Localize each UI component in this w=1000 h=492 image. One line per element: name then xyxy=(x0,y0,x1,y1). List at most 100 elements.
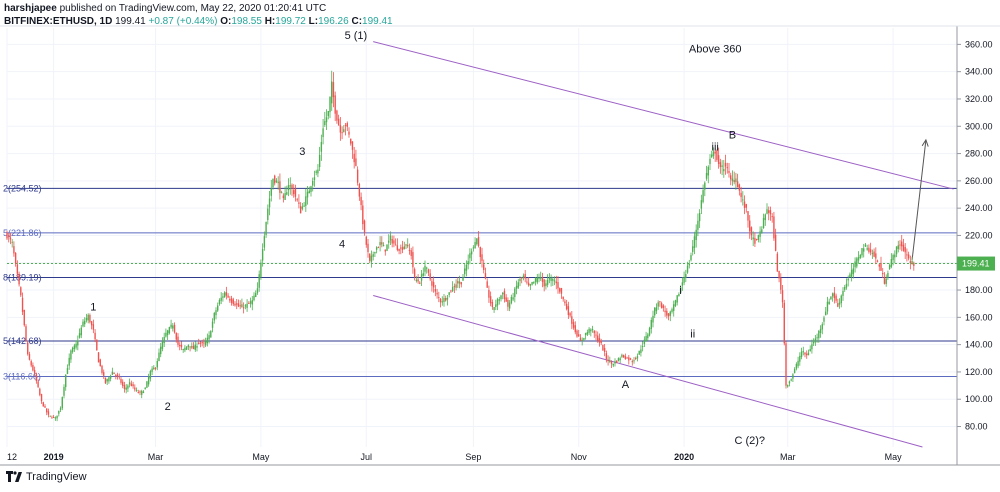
candle-body xyxy=(284,193,286,200)
candle-body xyxy=(222,296,224,298)
candle-body xyxy=(280,192,283,194)
candle-body xyxy=(427,269,430,273)
candle-body xyxy=(759,231,761,237)
candle-body xyxy=(562,296,564,300)
candle-body xyxy=(621,354,623,357)
candle-body xyxy=(733,180,735,183)
y-tick-label-8: 240.00 xyxy=(965,203,993,213)
x-tick-label-7: 2020 xyxy=(674,452,694,462)
candle-body xyxy=(600,340,602,344)
candle-body xyxy=(400,247,402,249)
candle-body xyxy=(527,282,530,286)
candle-body xyxy=(719,162,722,168)
candle-body xyxy=(467,261,469,265)
candle-body xyxy=(595,334,597,336)
candle-body xyxy=(40,394,43,402)
candle-body xyxy=(863,248,865,252)
candle-body xyxy=(396,245,399,250)
x-tick-label-8: Mar xyxy=(780,452,796,462)
candle-body xyxy=(695,229,697,241)
candle-body xyxy=(85,317,88,321)
candle-body xyxy=(612,363,614,366)
candle-body xyxy=(172,325,174,329)
candle-body xyxy=(657,302,659,307)
candle-body xyxy=(82,321,84,327)
candle-body xyxy=(134,387,136,390)
candle-body xyxy=(165,332,167,337)
candle-body xyxy=(894,254,896,258)
candle-body xyxy=(443,298,445,302)
candle-body xyxy=(671,309,673,312)
candle-body xyxy=(80,327,82,336)
candle-body xyxy=(628,357,630,361)
candle-body xyxy=(752,237,754,240)
candle-body xyxy=(761,229,763,233)
candle-body xyxy=(897,245,899,250)
candle-body xyxy=(192,345,195,350)
brand-label[interactable]: TradingView xyxy=(26,471,87,483)
candle-body xyxy=(96,339,98,351)
candle-body xyxy=(849,274,851,277)
candle-body xyxy=(327,110,329,117)
candle-body xyxy=(217,305,219,311)
candle-body xyxy=(458,281,461,284)
candle-body xyxy=(9,237,12,240)
symbol-name: BITFINEX:ETHUSD, 1D xyxy=(4,16,113,27)
candle-body xyxy=(194,344,196,350)
publish-line: harshjapee published on TradingView.com,… xyxy=(4,2,393,15)
candle-body xyxy=(690,255,692,261)
candle-body xyxy=(445,298,447,301)
candle-body xyxy=(859,254,861,258)
candle-body xyxy=(8,235,10,237)
author-name[interactable]: harshjapee xyxy=(4,3,57,14)
y-tick-label-3: 140.00 xyxy=(965,340,993,350)
candle-body xyxy=(876,260,879,262)
candle-body xyxy=(258,274,260,288)
candle-body xyxy=(491,302,494,307)
candle-body xyxy=(873,251,875,257)
candle-body xyxy=(265,222,267,235)
candle-body xyxy=(645,336,647,342)
candle-body xyxy=(256,288,259,293)
fib-label-1: 5(221.86) xyxy=(3,228,42,238)
candle-body xyxy=(84,320,86,325)
candle-body xyxy=(464,268,466,275)
candle-body xyxy=(878,264,880,267)
candle-body xyxy=(552,278,554,281)
candle-body xyxy=(755,239,758,241)
y-tick-label-10: 280.00 xyxy=(965,149,993,159)
wave-label-1: 2 xyxy=(165,401,171,413)
grid xyxy=(6,28,957,447)
candle-body xyxy=(438,297,440,299)
candle-body xyxy=(49,415,51,417)
close-value: 199.41 xyxy=(362,16,393,27)
candle-body xyxy=(270,188,272,196)
candle-body xyxy=(236,303,238,305)
candle-body xyxy=(168,327,171,334)
y-tick-label-7: 220.00 xyxy=(965,230,993,240)
candle-body xyxy=(806,353,808,356)
candle-body xyxy=(374,251,376,254)
candle-body xyxy=(902,244,905,251)
candle-body xyxy=(170,324,172,328)
candle-body xyxy=(847,278,849,281)
candle-body xyxy=(512,297,514,300)
candle-body xyxy=(301,206,304,209)
candle-body xyxy=(56,415,58,419)
candle-body xyxy=(370,255,373,262)
candle-body xyxy=(113,372,115,374)
wave-label-3: 4 xyxy=(339,239,345,251)
candle-body xyxy=(44,406,46,408)
candle-body xyxy=(384,249,386,252)
candle-body xyxy=(161,341,164,349)
candle-body xyxy=(819,328,822,334)
candle-body xyxy=(655,307,658,312)
candle-body xyxy=(436,292,438,295)
candle-body xyxy=(762,217,765,229)
candle-body xyxy=(702,190,704,202)
candle-body xyxy=(619,358,621,361)
candle-body xyxy=(58,410,60,414)
candle-body xyxy=(766,209,768,214)
candle-body xyxy=(261,248,264,261)
